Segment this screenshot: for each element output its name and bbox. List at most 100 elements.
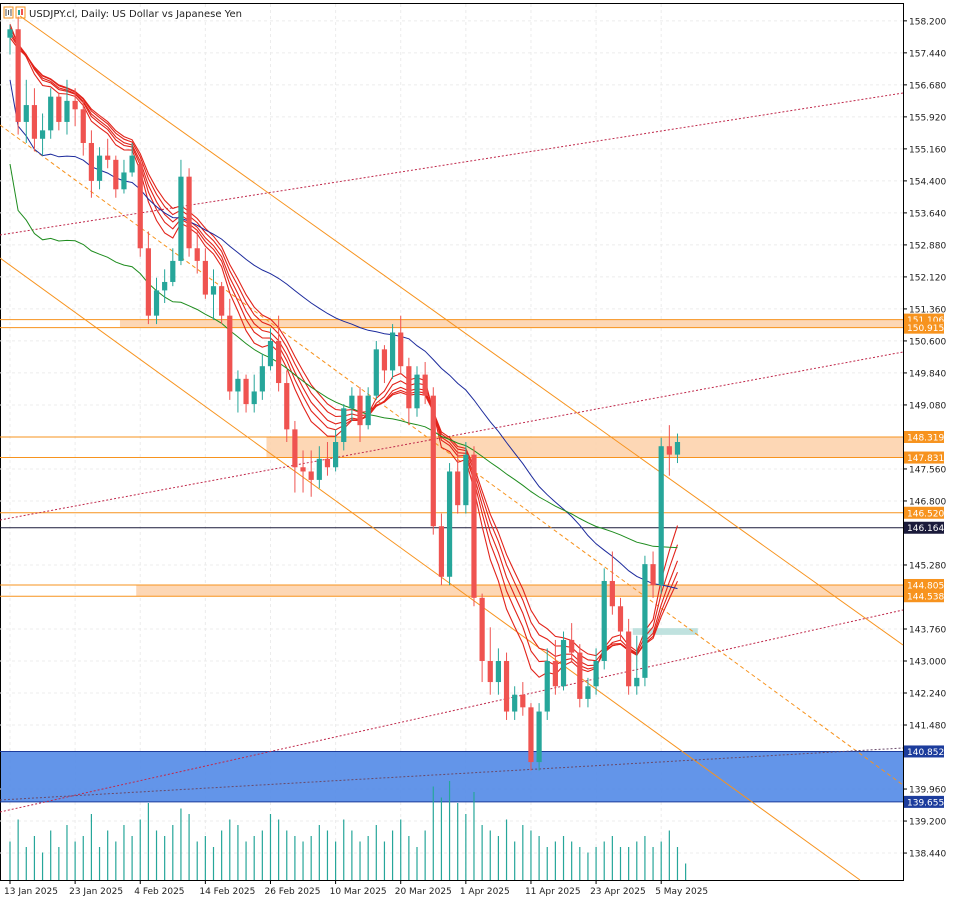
- candle-body: [31, 105, 38, 139]
- candle: [259, 353, 265, 400]
- candle: [267, 328, 274, 371]
- price-tag-label: 147.831: [907, 454, 944, 464]
- price-tag: [904, 451, 944, 464]
- candle-body: [438, 526, 445, 577]
- candle-body: [88, 142, 94, 181]
- candle-body: [617, 606, 624, 632]
- candle-body: [153, 290, 160, 316]
- candle: [601, 568, 607, 670]
- candle: [39, 113, 46, 156]
- candle-body: [512, 694, 518, 712]
- candle: [137, 159, 143, 257]
- candle-body: [577, 652, 583, 699]
- price-tag: [904, 590, 944, 603]
- candle-body: [300, 467, 306, 472]
- candle-body: [552, 661, 558, 687]
- candle: [365, 387, 371, 430]
- price-tick-label: 155.160: [909, 145, 946, 155]
- sr-zone: [119, 319, 903, 328]
- candle-body: [398, 332, 404, 367]
- candle-body: [593, 661, 599, 687]
- candle: [666, 425, 672, 476]
- candle: [186, 168, 192, 257]
- date-axis: 13 Jan 2025 23 Jan 2025 4 Feb 2025 14 Feb 2…: [4, 880, 708, 897]
- candle-body: [569, 639, 575, 653]
- candle-body: [658, 446, 664, 586]
- candle-body: [479, 597, 485, 661]
- candle-body: [137, 164, 143, 249]
- candle-body: [292, 429, 298, 468]
- date-tick-label: 4 Feb 2025: [134, 887, 184, 897]
- candle-body: [333, 442, 339, 468]
- rising-dotted-line-1: [0, 92, 904, 236]
- candle: [243, 374, 249, 413]
- volume-bars: [9, 781, 687, 880]
- candle: [674, 433, 681, 464]
- date-tick-label: 23 Apr 2025: [590, 887, 646, 897]
- candle: [577, 644, 583, 708]
- flat-dotted-line: [0, 747, 904, 801]
- price-tick-label: 157.440: [909, 49, 946, 59]
- candle-body: [406, 366, 412, 409]
- candle: [88, 130, 94, 198]
- trendlines: [0, 15, 904, 881]
- candle: [463, 442, 469, 514]
- candle-body: [430, 395, 436, 527]
- candle-body: [219, 286, 225, 316]
- candle-body: [609, 580, 615, 607]
- candle-body: [446, 471, 453, 577]
- candle-body: [528, 707, 534, 763]
- candle-body: [520, 694, 526, 708]
- price-tick-label: 152.120: [909, 273, 946, 283]
- candle-body: [389, 332, 396, 371]
- sr-zone: [136, 584, 904, 597]
- candle: [300, 450, 306, 493]
- candle-body: [308, 471, 314, 480]
- candle: [430, 387, 436, 535]
- candle: [381, 345, 388, 384]
- channel-upper-line: [19, 15, 904, 646]
- candle: [194, 231, 200, 274]
- candle: [389, 324, 396, 379]
- candle-body: [276, 340, 282, 384]
- candle-body: [72, 100, 78, 110]
- candle: [422, 361, 428, 405]
- candle-body: [626, 631, 632, 687]
- candle-body: [64, 100, 70, 122]
- price-tick-label: 154.400: [909, 177, 946, 187]
- candle: [528, 703, 534, 771]
- candle: [503, 652, 510, 720]
- candle: [471, 446, 477, 607]
- price-tag: [904, 745, 944, 758]
- candle: [446, 463, 453, 586]
- price-tick-label: 145.280: [909, 561, 946, 571]
- candle-body: [674, 442, 681, 455]
- price-axis: 158.200 157.440 156.680 155.920 155.160 154.4…: [903, 17, 946, 860]
- price-tick-label: 143.760: [909, 625, 946, 635]
- candle-body: [634, 677, 640, 687]
- candle-body: [357, 395, 363, 426]
- candle-body: [96, 155, 103, 181]
- candle: [341, 404, 347, 451]
- candle-body: [145, 248, 151, 316]
- candle: [398, 315, 404, 375]
- candle-body: [259, 366, 265, 392]
- candle-body: [210, 286, 217, 295]
- price-tag: [904, 430, 944, 443]
- candle: [536, 703, 542, 771]
- price-tick-label: 139.200: [909, 818, 946, 828]
- candle: [609, 551, 615, 615]
- candle: [544, 648, 550, 720]
- rising-dotted-line-2: [0, 351, 904, 521]
- candle: [210, 269, 217, 320]
- candle-body: [381, 349, 388, 371]
- price-tick-label: 138.440: [909, 850, 946, 860]
- candle: [31, 88, 38, 152]
- candle: [487, 627, 493, 695]
- price-tick-label: 152.880: [909, 241, 946, 251]
- candle-body: [80, 109, 86, 143]
- candle-body: [349, 395, 355, 409]
- candle-body: [503, 661, 510, 712]
